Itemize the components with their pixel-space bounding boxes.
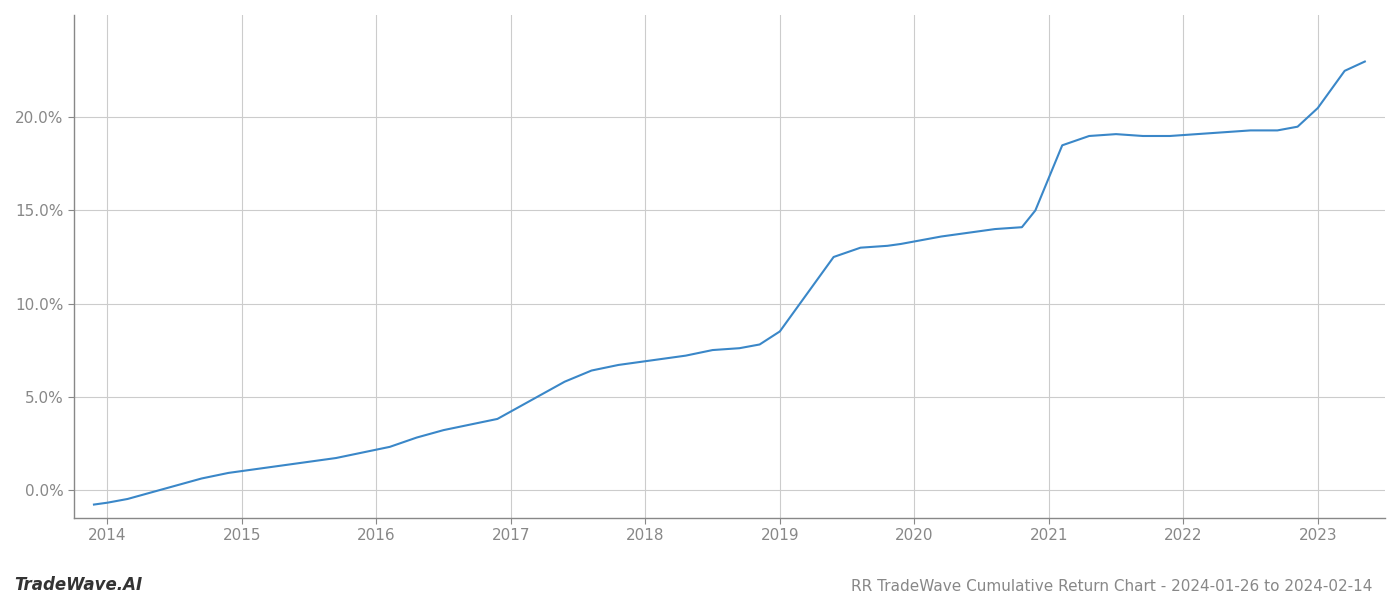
Text: RR TradeWave Cumulative Return Chart - 2024-01-26 to 2024-02-14: RR TradeWave Cumulative Return Chart - 2…: [851, 579, 1372, 594]
Text: TradeWave.AI: TradeWave.AI: [14, 576, 143, 594]
